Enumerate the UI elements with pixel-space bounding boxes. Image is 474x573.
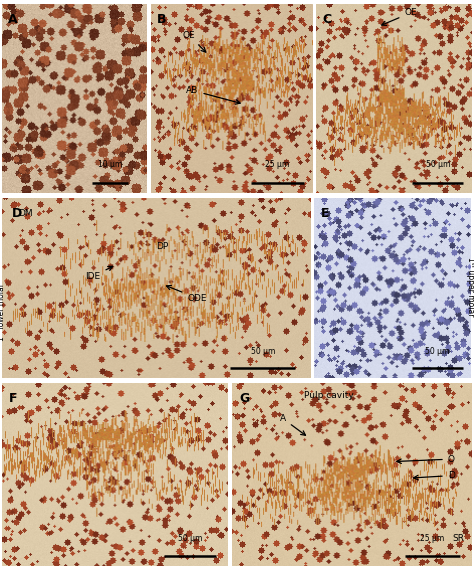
Text: 50 μm: 50 μm xyxy=(251,347,275,356)
Text: 1ˢᵗ upper molar: 1ˢᵗ upper molar xyxy=(466,257,474,316)
Text: F: F xyxy=(9,392,18,405)
Text: A: A xyxy=(8,13,18,26)
Text: ODE: ODE xyxy=(166,285,207,303)
Text: 50 μm: 50 μm xyxy=(178,534,202,543)
Text: E: E xyxy=(320,207,329,219)
Text: DP: DP xyxy=(156,242,169,251)
Text: A: A xyxy=(280,414,306,435)
Text: DM: DM xyxy=(18,209,32,218)
Text: SR: SR xyxy=(453,534,465,543)
Text: IDE: IDE xyxy=(86,266,113,281)
Text: C: C xyxy=(322,13,331,26)
Text: G: G xyxy=(239,392,250,405)
Text: OE: OE xyxy=(382,9,417,25)
Text: 1ˢᵗ lower molar: 1ˢᵗ lower molar xyxy=(0,283,6,342)
Text: D: D xyxy=(413,471,455,480)
Text: 10 μm: 10 μm xyxy=(98,160,122,170)
Text: 50 μm: 50 μm xyxy=(426,160,450,170)
Text: 50 μm: 50 μm xyxy=(425,347,450,356)
Text: AB: AB xyxy=(186,86,240,104)
Text: O: O xyxy=(397,454,455,464)
Text: D: D xyxy=(11,207,22,219)
Text: B: B xyxy=(157,13,167,26)
Text: 25 μm: 25 μm xyxy=(420,534,444,543)
Text: OE: OE xyxy=(183,31,206,52)
Text: Pulp cavity: Pulp cavity xyxy=(304,391,354,400)
Text: 25 μm: 25 μm xyxy=(265,160,289,170)
